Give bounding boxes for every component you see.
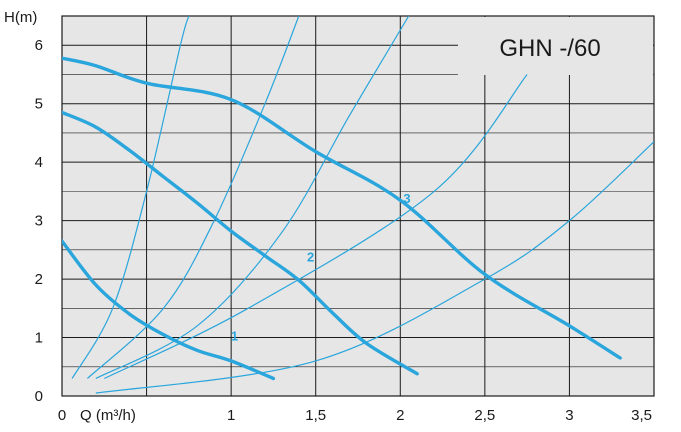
pump-curves — [62, 56, 622, 381]
x-tick-label: 1 — [227, 407, 235, 424]
y-tick-label: 5 — [35, 96, 43, 113]
x-tick-label: 2 — [396, 407, 404, 424]
curve-labels: 1 2 3 — [231, 191, 411, 343]
y-tick-label: 0 — [35, 388, 43, 405]
x-axis-label: Q (m³/h) — [80, 407, 136, 424]
system-curve-3 — [95, 16, 410, 380]
system-curve-1 — [71, 16, 190, 379]
x-tick-label: 2,5 — [474, 407, 495, 424]
system-curve-5 — [95, 141, 654, 394]
y-axis-label: H(m) — [4, 9, 37, 26]
y-tick-label: 3 — [35, 213, 43, 230]
plot-frame — [61, 15, 655, 397]
pump-curve-2 — [62, 110, 419, 376]
x-tick-label: 3,5 — [631, 407, 652, 424]
system-curves — [71, 16, 654, 394]
y-tick-label: 1 — [35, 330, 43, 347]
y-tick-label: 2 — [35, 271, 43, 288]
y-tick-label: 4 — [35, 154, 43, 171]
chart-title: GHN -/60 — [499, 35, 600, 62]
y-tick-label: 6 — [35, 37, 43, 54]
system-curve-2 — [86, 16, 300, 379]
pump-curve-1 — [62, 239, 276, 381]
title-box — [458, 17, 653, 75]
pump-curve-3 — [62, 56, 622, 360]
system-curve-4 — [104, 74, 528, 380]
x-tick-label: 3 — [565, 407, 573, 424]
x-tick-label: 1,5 — [305, 407, 326, 424]
grid-layer — [62, 16, 654, 396]
x-tick-label: 0 — [58, 407, 66, 424]
pump-curve-label-3: 3 — [403, 191, 410, 206]
axis-ticks: 0 1 1,5 2 2,5 3 3,5 0 1 2 3 4 5 6 — [35, 37, 652, 424]
pump-curve-label-1: 1 — [231, 328, 238, 343]
pump-curve-label-2: 2 — [307, 250, 314, 265]
